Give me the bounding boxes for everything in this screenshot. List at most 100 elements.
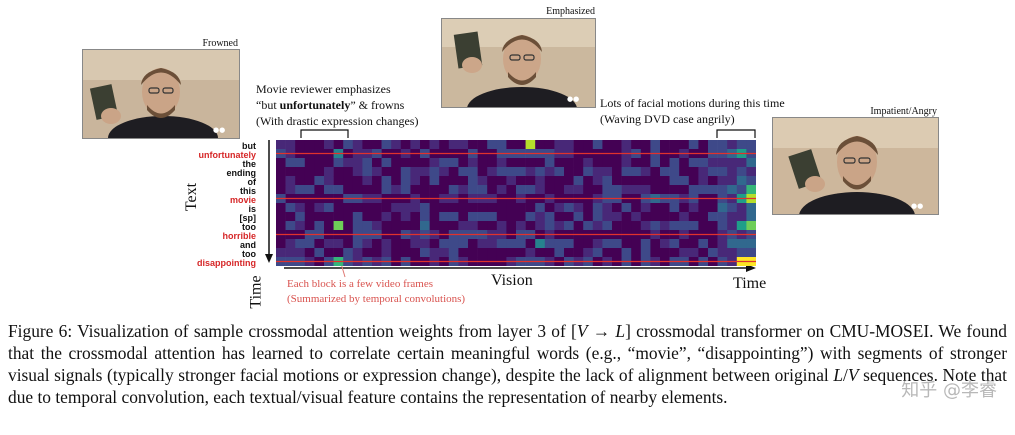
heatmap-cell bbox=[448, 167, 459, 177]
heatmap-cell bbox=[660, 239, 670, 249]
heatmap-cell bbox=[506, 221, 517, 231]
heatmap-cell bbox=[698, 239, 709, 249]
heatmap-cell bbox=[487, 158, 498, 168]
heatmap-cell bbox=[554, 221, 565, 231]
heatmap-cell bbox=[343, 203, 354, 213]
heatmap-cell bbox=[631, 239, 642, 249]
heatmap-cell bbox=[544, 185, 555, 195]
heatmap-cell bbox=[324, 221, 334, 231]
heatmap-cell bbox=[506, 248, 517, 258]
heatmap-cell bbox=[333, 176, 344, 186]
heatmap-cell bbox=[487, 185, 498, 195]
heatmap-cell bbox=[381, 248, 392, 258]
heatmap-cell bbox=[583, 140, 594, 150]
heatmap-cell bbox=[631, 203, 642, 213]
heatmap-cell bbox=[650, 176, 661, 186]
heatmap-cell bbox=[285, 212, 296, 222]
heatmap-cell bbox=[621, 212, 632, 222]
heatmap-cell bbox=[314, 212, 325, 222]
heatmap-cell bbox=[276, 167, 286, 177]
heatmap-cell bbox=[717, 185, 728, 195]
heatmap-cell bbox=[410, 212, 421, 222]
heatmap-cell bbox=[583, 212, 594, 222]
heatmap-cell bbox=[660, 212, 670, 222]
heatmap-cell bbox=[333, 158, 344, 168]
heatmap-cell bbox=[285, 167, 296, 177]
heatmap-cell bbox=[285, 158, 296, 168]
heatmap-cell bbox=[506, 158, 517, 168]
heatmap-cell bbox=[333, 167, 344, 177]
heatmap-cell bbox=[669, 248, 680, 258]
figure-overlay bbox=[265, 129, 756, 278]
heatmap-cell bbox=[640, 221, 651, 231]
heatmap-cell bbox=[544, 158, 555, 168]
heatmap-cell bbox=[698, 167, 709, 177]
heatmap-cell bbox=[554, 212, 565, 222]
heatmap-cell bbox=[602, 239, 613, 249]
heatmap-cell bbox=[314, 239, 325, 249]
heatmap-cell bbox=[420, 239, 430, 249]
heatmap-cell bbox=[650, 203, 661, 213]
heatmap-cell bbox=[688, 221, 699, 231]
heatmap-cell bbox=[285, 140, 296, 150]
heatmap-cell bbox=[612, 239, 622, 249]
heatmap-cell bbox=[314, 158, 325, 168]
heatmap-cell bbox=[554, 176, 565, 186]
heatmap-cell bbox=[324, 140, 334, 150]
heatmap-cell bbox=[391, 185, 402, 195]
heatmap-cell bbox=[592, 248, 603, 258]
heatmap-cell bbox=[285, 221, 296, 231]
heatmap-cell bbox=[304, 248, 315, 258]
heatmap-cell bbox=[372, 185, 382, 195]
heatmap-cell bbox=[640, 203, 651, 213]
heatmap-cell bbox=[640, 212, 651, 222]
heatmap-cell bbox=[295, 248, 306, 258]
heatmap-cell bbox=[372, 203, 382, 213]
heatmap-cell bbox=[525, 185, 536, 195]
heatmap-cell bbox=[602, 203, 613, 213]
heatmap-cell bbox=[477, 140, 488, 150]
heatmap-cell bbox=[564, 203, 574, 213]
heatmap-cell bbox=[343, 248, 354, 258]
heatmap-cell bbox=[516, 185, 526, 195]
heatmap-cell bbox=[612, 248, 622, 258]
heatmap-cell bbox=[525, 212, 536, 222]
heatmap-cell bbox=[352, 185, 363, 195]
heatmap-cell bbox=[429, 185, 440, 195]
heatmap-cell bbox=[314, 203, 325, 213]
heatmap-cell bbox=[362, 203, 373, 213]
heatmap-cell bbox=[650, 221, 661, 231]
heatmap-cell bbox=[429, 221, 440, 231]
heatmap-cell bbox=[304, 176, 315, 186]
heatmap-cell bbox=[372, 176, 382, 186]
heatmap-cell bbox=[516, 167, 526, 177]
heatmap-cell bbox=[535, 248, 546, 258]
heatmap-cell bbox=[362, 158, 373, 168]
heatmap-cell bbox=[304, 212, 315, 222]
heatmap-cell bbox=[592, 176, 603, 186]
annotation-reviewer: Movie reviewer emphasizes “but unfortuna… bbox=[256, 82, 419, 128]
heatmap-cell bbox=[592, 167, 603, 177]
heatmap-cell bbox=[333, 221, 344, 231]
heatmap-cell bbox=[660, 248, 670, 258]
heatmap-cell bbox=[592, 203, 603, 213]
axis-label-vision: Vision bbox=[491, 272, 533, 289]
heatmap-cell bbox=[420, 140, 430, 150]
heatmap-cell bbox=[333, 140, 344, 150]
heatmap-cell bbox=[708, 167, 718, 177]
heatmap-cell bbox=[429, 203, 440, 213]
heatmap-cell bbox=[458, 176, 469, 186]
heatmap-cell bbox=[660, 185, 670, 195]
heatmap-cell bbox=[381, 140, 392, 150]
heatmap-cell bbox=[352, 212, 363, 222]
heatmap-cell bbox=[525, 140, 536, 150]
heatmap-cell bbox=[602, 176, 613, 186]
heatmap-cell bbox=[727, 158, 738, 168]
heatmap-cell bbox=[554, 140, 565, 150]
heatmap-cell bbox=[429, 176, 440, 186]
heatmap-cell bbox=[679, 221, 690, 231]
heatmap-cell bbox=[535, 140, 546, 150]
heatmap-cell bbox=[352, 248, 363, 258]
heatmap-cell bbox=[525, 203, 536, 213]
heatmap-cell bbox=[487, 203, 498, 213]
